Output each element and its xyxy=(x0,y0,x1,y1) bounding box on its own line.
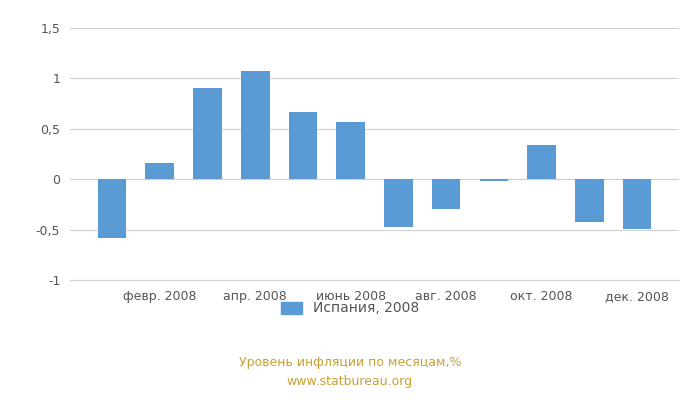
Bar xyxy=(193,88,222,179)
Bar xyxy=(623,179,651,228)
Bar xyxy=(527,145,556,179)
Bar xyxy=(241,71,270,179)
Bar xyxy=(480,179,508,181)
Bar xyxy=(146,163,174,179)
Text: Уровень инфляции по месяцам,%
www.statbureau.org: Уровень инфляции по месяцам,% www.statbu… xyxy=(239,356,461,388)
Legend: Испания, 2008: Испания, 2008 xyxy=(275,296,425,321)
Bar xyxy=(98,179,126,238)
Bar xyxy=(336,122,365,179)
Bar xyxy=(384,179,413,226)
Bar xyxy=(288,112,317,179)
Bar xyxy=(575,179,603,222)
Bar xyxy=(432,179,461,210)
